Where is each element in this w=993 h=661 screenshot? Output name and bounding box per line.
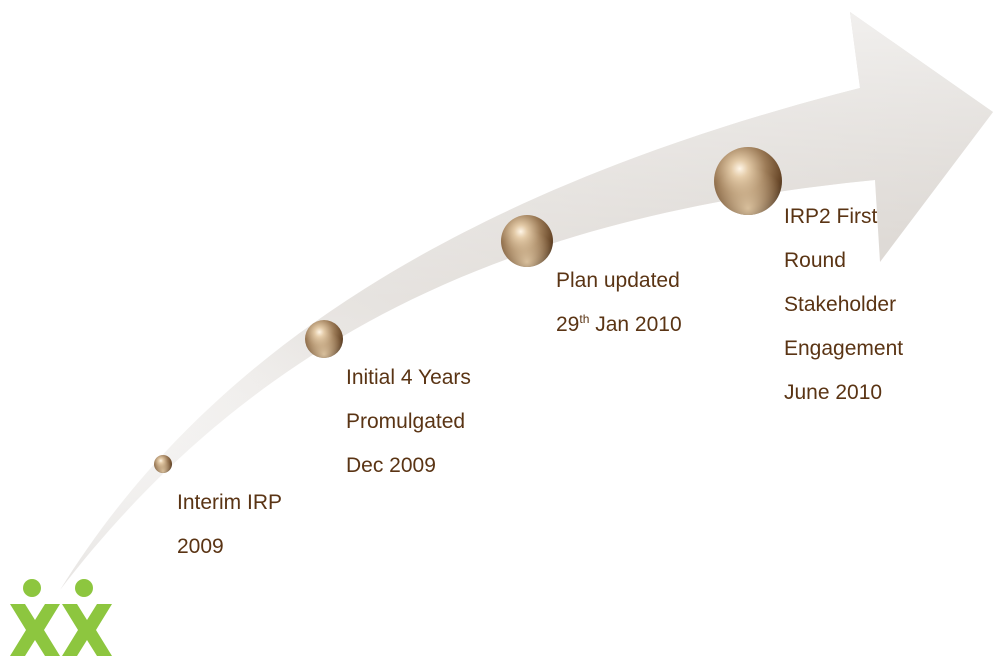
two-figures-logo-icon	[10, 579, 112, 656]
milestone-3-line-1: Plan updated	[556, 269, 680, 292]
milestone-label-plan-updated: Plan updated 29th Jan 2010	[556, 248, 682, 358]
milestone-1-line-1: Interim IRP	[177, 491, 283, 514]
milestone-4-line-1: IRP2 First	[784, 205, 878, 228]
milestone-2-line-2: Promulgated	[346, 410, 466, 433]
milestone-4-line-4: Engagement	[784, 337, 904, 360]
milestone-sphere-4	[714, 147, 782, 215]
milestone-4-line-3: Stakeholder	[784, 293, 897, 316]
milestone-3-date-rest: Jan 2010	[589, 313, 682, 336]
milestone-label-initial-4-years: Initial 4 Years Promulgated Dec 2009	[346, 345, 471, 499]
milestone-3-day: 29	[556, 313, 580, 336]
milestone-2-line-1: Initial 4 Years	[346, 366, 471, 389]
milestone-4-line-2: Round	[784, 249, 846, 272]
milestone-label-irp2-first-round: IRP2 First Round Stakeholder Engagement …	[784, 184, 903, 426]
milestone-sphere-1	[154, 455, 172, 473]
milestone-1-line-2: 2009	[177, 535, 224, 558]
milestone-sphere-2	[305, 320, 343, 358]
milestone-3-ordinal-suffix: th	[579, 312, 590, 326]
milestone-4-line-5: June 2010	[784, 381, 883, 404]
milestone-3-line-2: 29th Jan 2010	[556, 312, 682, 336]
milestone-label-interim-irp: Interim IRP 2009	[177, 470, 282, 580]
milestone-sphere-3	[501, 215, 553, 267]
milestone-2-line-3: Dec 2009	[346, 454, 436, 477]
